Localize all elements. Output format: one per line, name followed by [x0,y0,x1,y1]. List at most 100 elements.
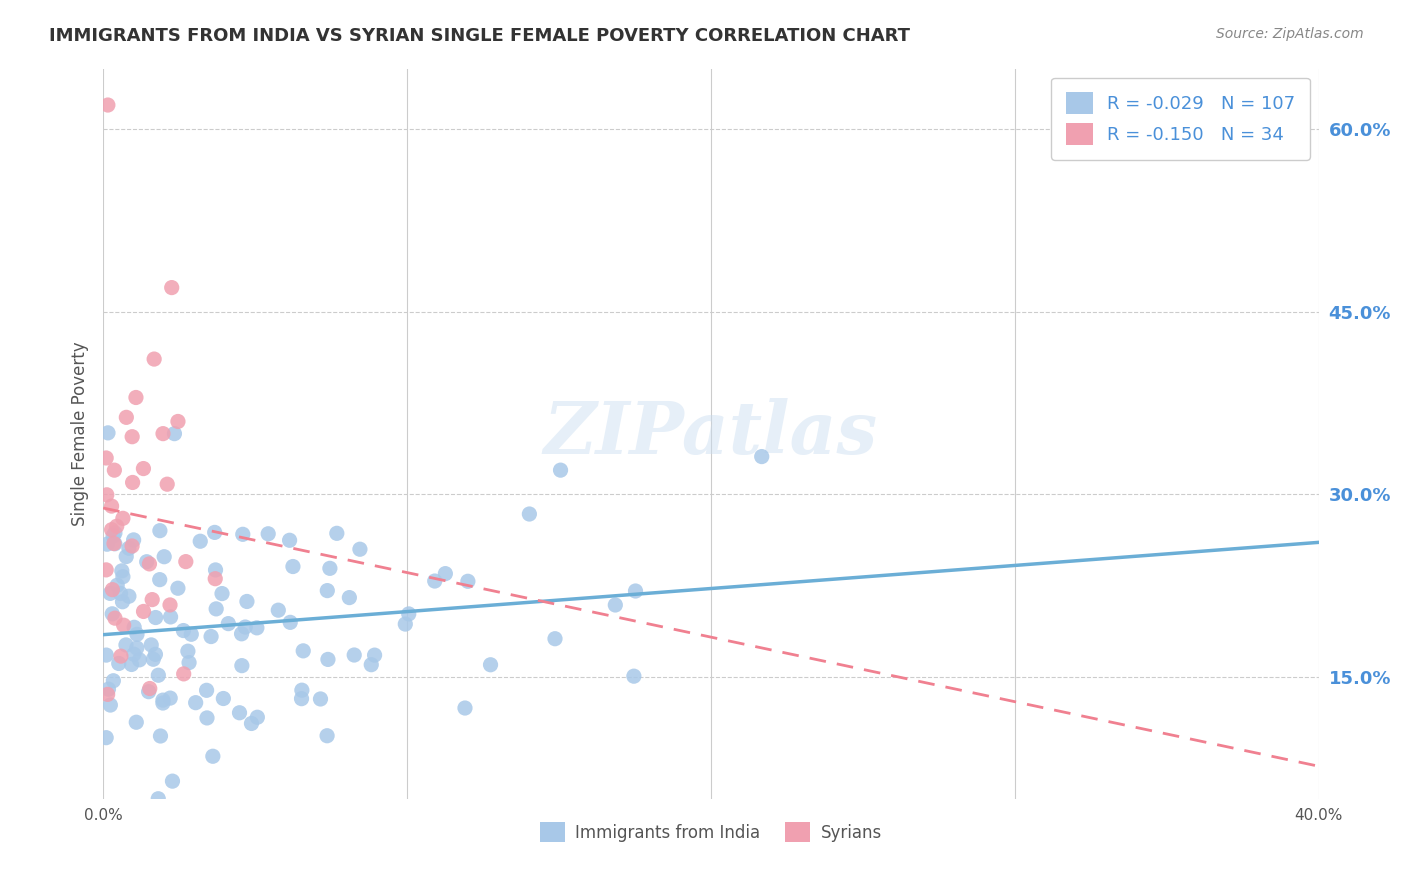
Point [159,598,181,612]
Point [101,582,124,597]
Point [96,537,118,551]
Point [172,624,194,638]
Point [104,526,127,541]
Point [152,426,174,441]
Point [233,620,256,634]
Point [97,682,120,697]
Text: ZIPatlas: ZIPatlas [544,398,877,469]
Point [121,430,143,444]
Point [205,602,228,616]
Point [231,627,253,641]
Point [148,668,170,682]
Point [281,559,304,574]
Point [519,507,541,521]
Point [217,616,239,631]
Point [104,537,127,551]
Point [138,557,160,571]
Point [316,652,339,666]
Point [159,610,181,624]
Point [97,687,120,701]
Point [204,563,226,577]
Point [149,524,172,538]
Point [100,523,122,537]
Point [337,591,360,605]
Point [457,574,479,589]
Point [363,648,385,662]
Point [159,691,181,706]
Point [174,555,197,569]
Point [96,563,118,577]
Point [195,711,218,725]
Point [201,749,224,764]
Point [125,640,148,655]
Point [246,710,269,724]
Point [100,499,122,513]
Point [145,610,167,624]
Point [118,589,141,603]
Point [103,536,125,550]
Point [101,607,124,621]
Point [132,604,155,618]
Point [125,627,148,641]
Point [167,414,190,428]
Point [96,450,118,465]
Point [152,696,174,710]
Point [177,656,200,670]
Point [105,578,128,592]
Point [360,657,382,672]
Point [188,534,211,549]
Point [110,649,132,664]
Point [343,648,366,662]
Point [121,657,143,672]
Point [139,681,162,696]
Point [153,549,176,564]
Point [278,533,301,548]
Point [267,603,290,617]
Point [309,692,332,706]
Point [105,519,128,533]
Text: IMMIGRANTS FROM INDIA VS SYRIAN SINGLE FEMALE POVERTY CORRELATION CHART: IMMIGRANTS FROM INDIA VS SYRIAN SINGLE F… [49,27,910,45]
Y-axis label: Single Female Poverty: Single Female Poverty [72,342,89,526]
Point [142,652,165,666]
Point [115,410,138,425]
Point [180,627,202,641]
Point [292,644,315,658]
Point [204,572,226,586]
Point [132,461,155,475]
Point [111,570,134,584]
Point [104,611,127,625]
Point [107,657,129,671]
Point [96,648,118,662]
Point [184,696,207,710]
Point [121,539,143,553]
Point [290,691,312,706]
Point [125,715,148,730]
Point [98,698,121,712]
Point [423,574,446,588]
Point [98,586,121,600]
Point [163,426,186,441]
Point [121,475,143,490]
Point [149,573,172,587]
Point [454,701,477,715]
Point [97,98,120,112]
Point [550,463,572,477]
Point [160,280,183,294]
Point [231,658,253,673]
Point [232,527,254,541]
Point [605,598,627,612]
Point [97,425,120,440]
Point [162,774,184,789]
Point [152,693,174,707]
Point [143,352,166,367]
Point [212,691,235,706]
Point [149,729,172,743]
Point [349,542,371,557]
Point [101,529,124,543]
Point [118,541,141,556]
Point [148,791,170,805]
Point [624,584,647,599]
Point [751,450,773,464]
Legend: R = -0.029   N = 107, R = -0.150   N = 34: R = -0.029 N = 107, R = -0.150 N = 34 [1052,78,1310,160]
Point [200,630,222,644]
